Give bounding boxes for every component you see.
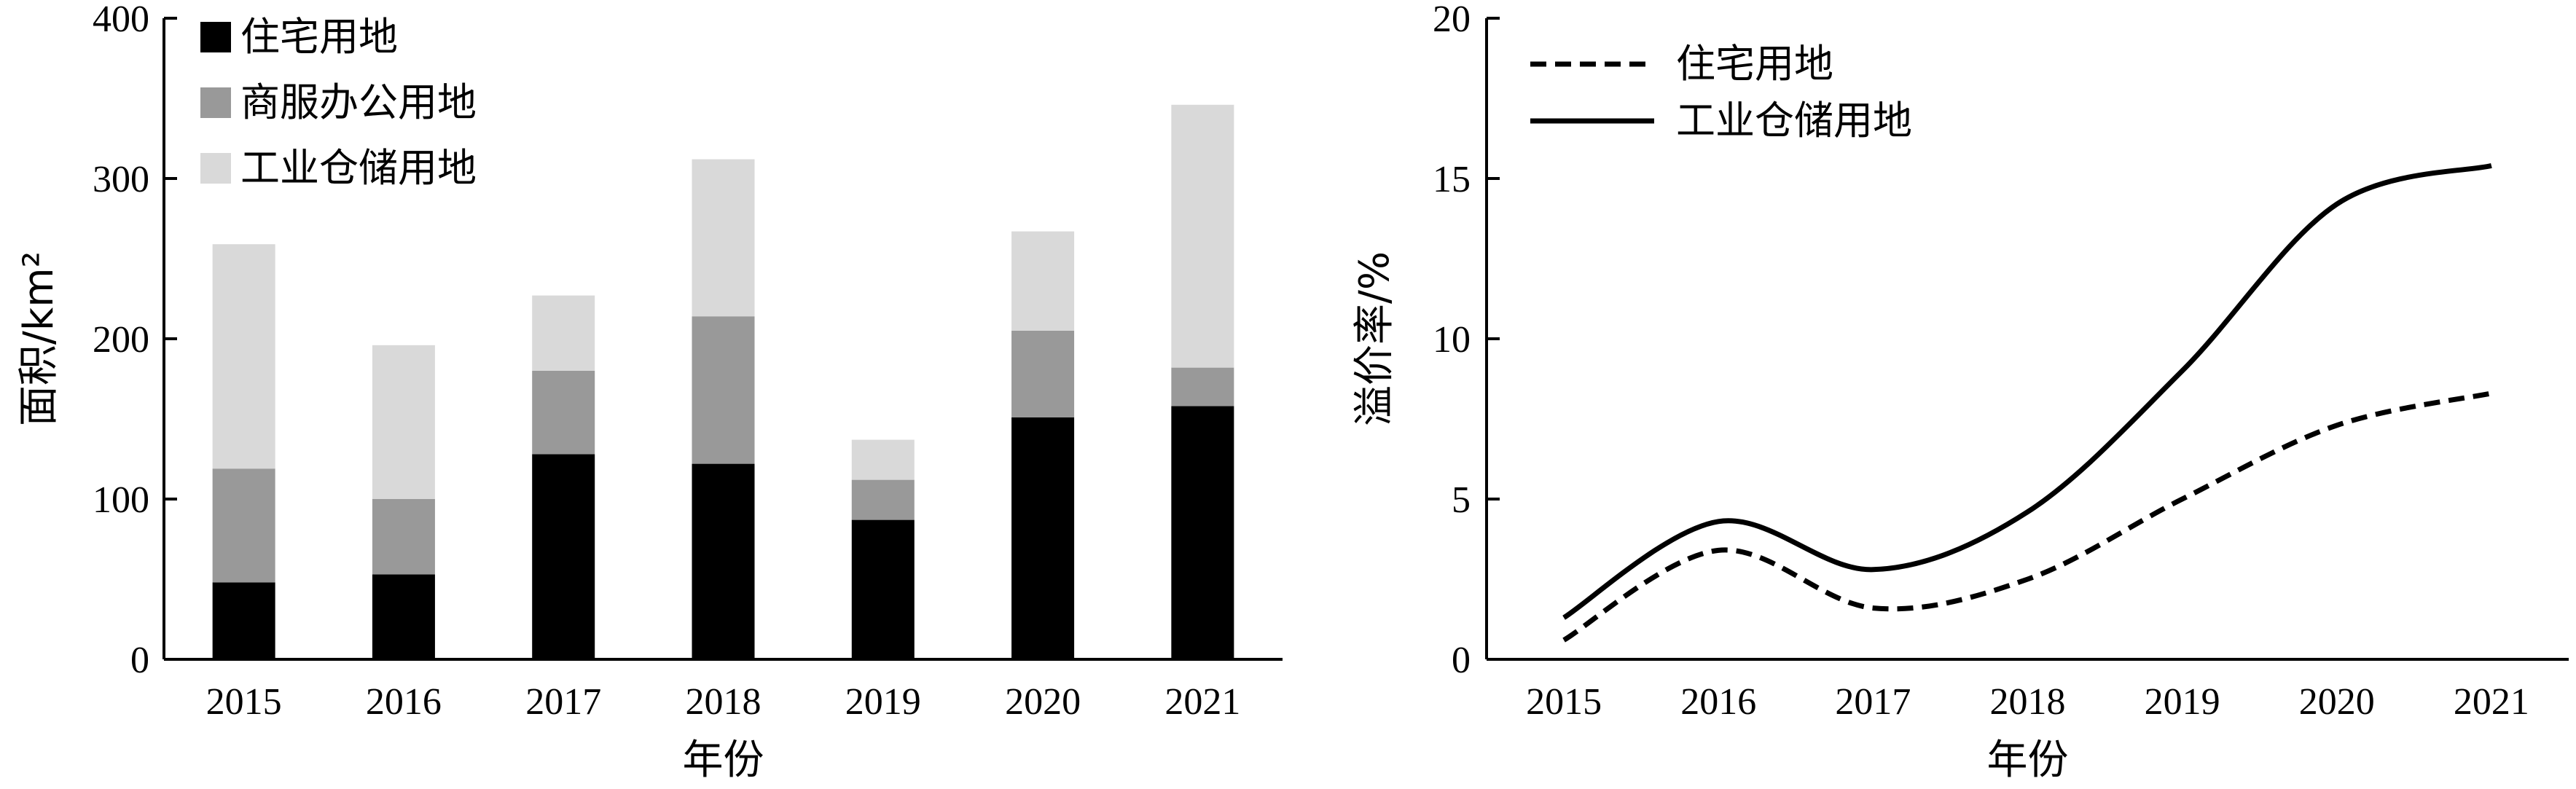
bar-chart-ticks: 0 100 200 300 400 2015 2016 2017 2018 2019 2020 202… <box>93 0 1240 723</box>
x-tick-label: 2021 <box>1164 681 1240 723</box>
bar-segment <box>1011 417 1075 659</box>
bar-segment <box>692 463 755 659</box>
legend-label: 住宅用地 <box>240 14 398 60</box>
stacked-bar-chart: 0 100 200 300 400 2015 2016 2017 2018 2019 2020 202… <box>15 0 1283 784</box>
y-tick-label: 100 <box>93 479 149 521</box>
line-chart: 0 5 10 15 20 2015 2016 2017 2018 2019 2020 2021 溢价率… <box>1351 0 2569 784</box>
y-tick-label: 300 <box>93 159 149 200</box>
line-group <box>1562 162 2492 643</box>
bar-segment <box>212 244 275 469</box>
legend-label: 商服办公用地 <box>240 79 477 125</box>
x-tick-label: 2017 <box>525 681 601 723</box>
bar-segment <box>692 316 755 464</box>
x-tick-label: 2021 <box>2454 681 2529 723</box>
y-axis-label: 面积/km² <box>15 251 63 426</box>
bar-segment <box>851 439 915 480</box>
bar-segment <box>532 454 595 659</box>
legend-label: 工业仓储用地 <box>1676 98 1912 144</box>
y-axis-label: 溢价率/% <box>1351 251 1398 426</box>
bar-segment <box>212 582 275 659</box>
bar-segment <box>532 295 595 371</box>
x-tick-label: 2018 <box>686 681 762 723</box>
series-line <box>1562 390 2492 643</box>
y-tick-label: 20 <box>1433 0 1471 40</box>
bar-segment <box>1011 331 1075 417</box>
bar-segment <box>372 499 435 575</box>
x-tick-label: 2019 <box>2145 681 2220 723</box>
y-tick-label: 0 <box>1452 640 1471 681</box>
bar-segment <box>851 519 915 659</box>
y-tick-label: 400 <box>93 0 149 40</box>
line-chart-ticks: 0 5 10 15 20 2015 2016 2017 2018 2019 2020 2021 <box>1433 0 2529 723</box>
bar-segment <box>212 468 275 583</box>
bar-segment <box>1171 367 1234 407</box>
series-line <box>1562 162 2492 620</box>
bar-segment <box>372 345 435 499</box>
legend-label: 住宅用地 <box>1676 41 1833 87</box>
y-tick-label: 10 <box>1433 319 1471 361</box>
bar-segment <box>851 479 915 520</box>
x-tick-label: 2019 <box>845 681 921 723</box>
bar-segment <box>372 574 435 659</box>
legend-swatch <box>200 22 231 52</box>
y-tick-label: 0 <box>130 640 149 681</box>
legend-label: 工业仓储用地 <box>240 145 477 191</box>
x-tick-label: 2020 <box>1005 681 1081 723</box>
x-tick-label: 2018 <box>1990 681 2066 723</box>
bar-segment <box>692 159 755 317</box>
line-chart-axes <box>1485 18 2569 661</box>
legend-swatch <box>200 87 231 118</box>
x-tick-label: 2016 <box>366 681 442 723</box>
y-tick-label: 5 <box>1452 479 1471 521</box>
bar-group <box>212 104 1234 659</box>
bar-segment <box>532 371 595 455</box>
legend-swatch <box>200 153 231 184</box>
x-tick-label: 2015 <box>1526 681 1602 723</box>
x-tick-label: 2015 <box>206 681 282 723</box>
y-tick-label: 15 <box>1433 159 1471 200</box>
bar-segment <box>1171 104 1234 368</box>
x-axis-label: 年份 <box>683 737 764 784</box>
y-tick-label: 200 <box>93 319 149 361</box>
x-tick-label: 2020 <box>2299 681 2375 723</box>
bar-segment <box>1011 231 1075 331</box>
bar-segment <box>1171 406 1234 659</box>
x-tick-label: 2017 <box>1835 681 1911 723</box>
x-axis-label: 年份 <box>1987 737 2069 784</box>
x-tick-label: 2016 <box>1680 681 1756 723</box>
